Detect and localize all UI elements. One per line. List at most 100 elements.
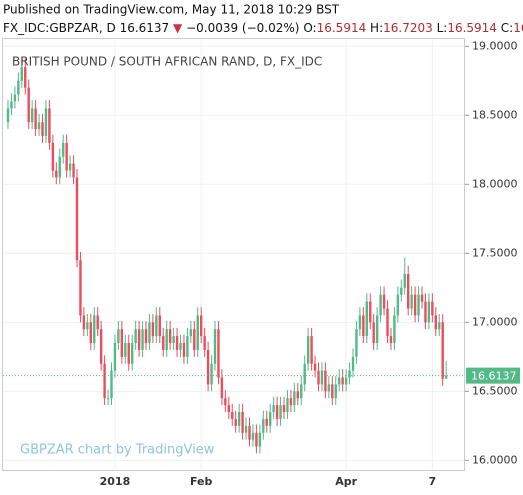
candle-body [338,377,341,385]
candle-body [241,412,244,433]
candle-body [355,329,358,357]
candle-body [141,329,144,350]
candle-body [41,122,44,136]
candle-body [296,391,299,399]
candle-body [62,142,65,157]
candle-body [403,274,406,288]
candle-body [137,329,141,350]
ohlc-label: L: [437,21,448,35]
candle-body [358,315,362,330]
candle-body [386,308,389,337]
candle-body [131,343,134,364]
x-tick-label: Feb [190,475,213,488]
published: Published on TradingView.com, May 11, 20… [3,3,340,17]
ohlc-label: O: [303,21,316,35]
candle-body [37,122,41,130]
candle-body [434,315,437,330]
candle-body [413,294,417,316]
candle-body [306,336,310,364]
change-arrow: ▼ [173,21,183,35]
ohlc-value: 16.7203 [383,21,433,35]
candle-body [220,377,224,399]
candle-body [44,108,48,136]
candle-body [351,356,355,371]
candle-body [186,336,189,357]
ohlc-value: 16.6137 [513,21,523,35]
candle-body [175,336,179,350]
x-tick-label: Apr [335,475,357,488]
candle-body [120,329,124,357]
candle-body [148,322,151,344]
candle-body [203,336,206,350]
candle-body [99,329,103,364]
candle-body [234,418,237,426]
candle-body [168,329,172,344]
candle-body [410,294,413,309]
candle-body [344,377,348,385]
candle-body [6,108,10,123]
candle-body [172,336,175,344]
candle-body [417,294,420,316]
y-tick-label: 19.0000 [472,39,518,52]
ohlc-label: C: [501,21,513,35]
candle-body [224,398,227,406]
candle-body [134,329,137,344]
candle-body [51,142,55,171]
candle-body [34,108,37,130]
candle-body [286,398,289,413]
ohlc-value: 16.5914 [317,21,367,35]
candle-body [210,363,213,385]
candle-body [93,315,96,344]
candle-body [103,363,106,399]
candle-body [189,329,193,337]
candle-body [431,301,434,316]
candle-body [158,315,161,337]
y-tick-label: 16.0000 [472,453,518,466]
plot-border [2,38,465,471]
chart-title: BRITISH POUND / SOUTH AFRICAN RAND, D, F… [12,55,322,69]
ohlc-value: 16.5914 [447,21,497,35]
candle-body [293,391,296,406]
candle-body [79,260,82,316]
candle-body [331,384,334,399]
y-tick-label: 16.5000 [472,384,518,397]
x-tick-label: 2018 [100,475,131,488]
candle-body [258,432,262,447]
last-price: 16.6137 [120,21,170,35]
candle-body [82,315,86,330]
candle-body [200,315,203,337]
watermark: GBPZAR chart by TradingView [20,443,215,458]
candle-body [244,425,248,433]
plot-area [3,38,465,470]
candle-body [127,343,130,364]
candle-body [372,322,375,344]
candle-body [317,370,320,385]
candle-body [144,329,148,344]
candle-body [248,425,251,440]
symbol-line: FX_IDC:GBPZAR, D 16.6137 ▼ −0.0039 (−0.0… [3,21,523,35]
candle-body [369,301,372,323]
candle-body [227,405,230,413]
candle-body [75,177,79,261]
candle-body [420,294,424,302]
candle-body [282,405,286,413]
candle-body [393,315,396,344]
candle-body [444,375,448,379]
candle-body [27,87,30,123]
candle-body [89,322,92,344]
candle-body [407,274,410,309]
candle-body [113,343,117,371]
candle-body [48,108,51,143]
candle-body [424,301,427,323]
candle-body [251,432,255,440]
price-label-box [466,367,520,384]
candle-body [213,329,217,364]
symbol: FX_IDC:GBPZAR, D [3,21,116,35]
candle-body [438,322,441,330]
candle-body [106,398,110,400]
candle-body [265,418,268,426]
candle-body [441,322,444,379]
candle-body [58,156,61,178]
candle-body [72,163,75,178]
